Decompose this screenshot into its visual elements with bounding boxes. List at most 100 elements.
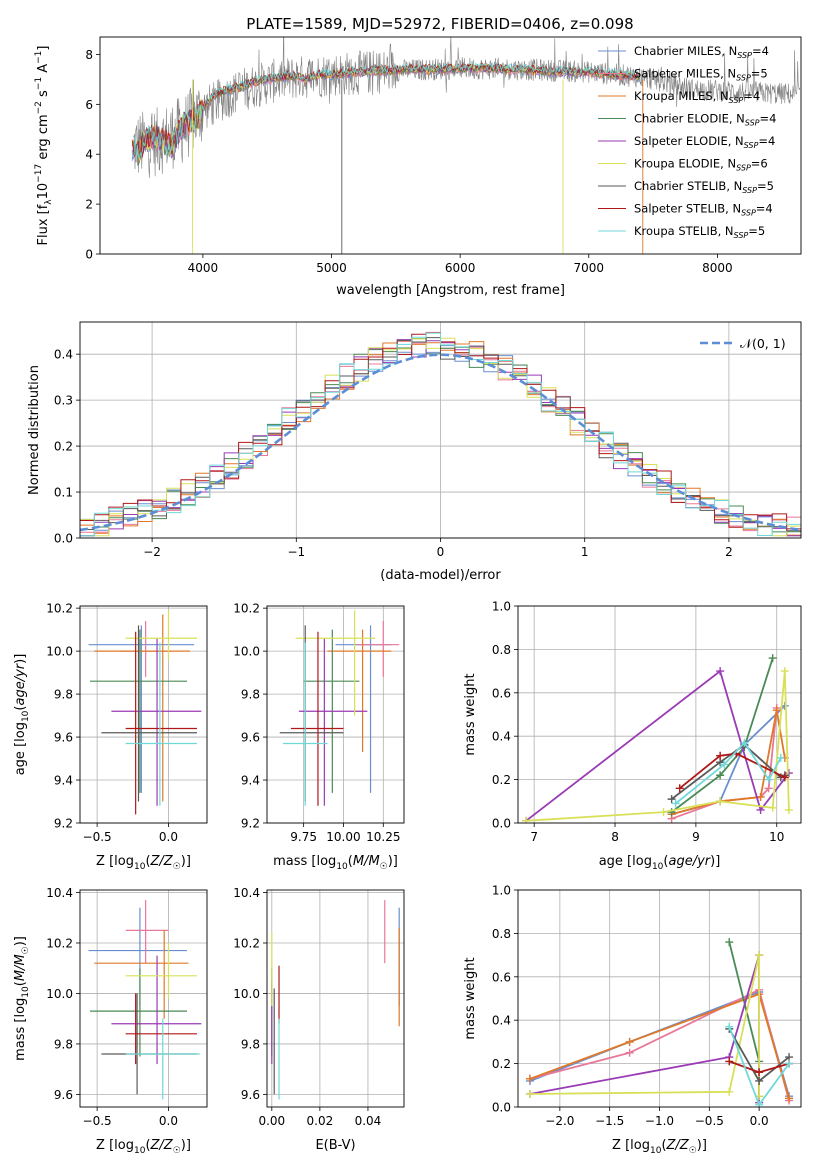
legend-label-kroupa-stelib: Kroupa STELIB, NSSP=5: [634, 224, 765, 240]
weight-point: [667, 795, 676, 804]
x-tick-label: 10.00: [326, 830, 360, 844]
errorbar-kroupa-elodie: [125, 942, 198, 999]
y-tick-label: 10.4: [46, 886, 73, 900]
x-tick-label: 10.25: [366, 830, 400, 844]
figure-title: PLATE=1589, MJD=52972, FIBERID=0406, z=0…: [246, 15, 633, 33]
weight-series-kroupa-miles: [525, 990, 794, 1103]
errorbar-chabrier-stelib: [279, 625, 344, 802]
y-tick-label: 1.0: [492, 600, 511, 614]
axes: 0.00 0.02 0.04 9.6 9.8 10.0 10.2 10.4 E(B-V): [233, 886, 405, 1153]
weight-point: [671, 799, 680, 808]
y-tick-label: 9.8: [54, 1037, 73, 1051]
plot-marks: [522, 654, 793, 823]
weight-series-kroupa-elodie: [525, 951, 764, 1101]
weight-series-kroupa-stelib: [725, 1022, 794, 1107]
y-tick-label: 8: [85, 48, 93, 62]
x-axis-label: Z [log10(Z/Z☉)]: [96, 854, 191, 872]
axes-frame: [79, 321, 802, 539]
histogram-chabrier-stelib: [80, 337, 801, 532]
grid: [518, 605, 801, 824]
legend-label-kroupa-miles: Kroupa MILES, NSSP=4: [634, 89, 760, 105]
axes-frame: [266, 605, 405, 824]
errorbar-kroupa-elodie: [125, 610, 198, 660]
x-tick-label: 4000: [188, 261, 219, 275]
errorbar-chabrier-stelib: [101, 625, 198, 802]
weight-point: [784, 805, 793, 814]
weight-series-salpeter-stelib: [675, 749, 789, 793]
x-tick-label: 10: [769, 830, 784, 844]
x-tick-label: 7000: [573, 261, 604, 275]
weight-point: [740, 738, 749, 747]
y-tick-label: 0.3: [54, 394, 73, 408]
x-tick-label: −2.0: [545, 1114, 574, 1128]
x-tick-label: 0.00: [258, 1114, 285, 1128]
axes-frame: [79, 889, 208, 1108]
errorbar-salpeter-elodie: [111, 955, 202, 1065]
errorbar-kroupa-stelib: [282, 642, 328, 806]
panel-mass-weight-vs-Z: −2.0 −1.5 −1.0 −0.5 0.0 0.0 0.2 0.4 0.6 0.8 1.0 Z […: [463, 884, 802, 1156]
y-tick-label: 0.6: [492, 970, 511, 984]
spectrum-legend: Chabrier MILES, NSSP=4 Salpeter MILES, NS…: [598, 44, 776, 240]
legend-label-normal: 𝒩(0, 1): [740, 336, 786, 351]
errorbar-salpeter-miles: [125, 900, 169, 964]
y-tick-label: 9.6: [54, 731, 73, 745]
errorbar-kroupa-miles: [94, 930, 189, 1019]
y-tick-label: 9.6: [241, 1088, 260, 1102]
y-tick-label: 6: [85, 98, 93, 112]
weight-point: [764, 775, 773, 784]
panel-mass-vs-Z: −0.5 0.0 9.6 9.8 10.0 10.2 10.4 Z [log10(Z/Z☉)]…: [13, 886, 208, 1156]
weight-point: [768, 654, 777, 663]
legend-label-chabrier-elodie: Chabrier ELODIE, NSSP=4: [634, 112, 776, 128]
x-tick-label: 0.02: [307, 1114, 334, 1128]
y-axis-label: Normed distribution: [27, 365, 42, 495]
y-tick-label: 9.4: [241, 774, 260, 788]
weight-point: [756, 805, 765, 814]
y-tick-label: 9.8: [241, 688, 260, 702]
weight-point: [755, 1076, 764, 1085]
legend-label-chabrier-stelib: Chabrier STELIB, NSSP=5: [634, 179, 774, 195]
errorbar-salpeter-stelib: [125, 993, 198, 1065]
plot-marks: [131, 37, 800, 254]
y-axis-label: mass [log10(M/M☉)]: [13, 936, 31, 1061]
plot-area: 4000 5000 6000 7000 8000 0 2 4 6 8 Chabrier MILES,…: [13, 36, 802, 1156]
y-tick-label: 0.1: [54, 486, 73, 500]
y-tick-label: 10.2: [46, 602, 73, 616]
weight-line: [526, 671, 790, 822]
weight-line: [679, 752, 786, 790]
y-tick-label: 0.2: [54, 440, 73, 454]
weight-point: [755, 1068, 764, 1077]
panel-residuals: −2 −1 0 1 2 0.0 0.1 0.2 0.3 0.4 𝒩(0, 1) (data-model…: [27, 321, 802, 583]
legend-label-chabrier-miles: Chabrier MILES, NSSP=4: [634, 44, 769, 60]
y-tick-label: 0.8: [492, 927, 511, 941]
y-tick-label: 0.0: [492, 817, 511, 831]
y-tick-label: 9.6: [54, 1088, 73, 1102]
weight-point: [780, 773, 789, 782]
y-tick-label: 0.2: [492, 1057, 511, 1071]
errorbar-salpeter-elodie: [111, 638, 202, 806]
x-tick-label: −0.5: [695, 1114, 724, 1128]
axes: −2.0 −1.5 −1.0 −0.5 0.0 0.0 0.2 0.4 0.6 0.8 1.0 Z […: [463, 884, 802, 1156]
errorbar-chabrier-elodie: [89, 968, 188, 1057]
weight-point: [785, 1094, 794, 1103]
x-tick-label: −1.0: [645, 1114, 674, 1128]
y-tick-label: 2: [85, 198, 93, 212]
y-tick-label: 9.4: [54, 774, 73, 788]
weight-series-salpeter-elodie: [522, 667, 793, 823]
errorbar-salpeter-stelib: [290, 631, 344, 806]
x-tick-label: 0.0: [159, 1114, 178, 1128]
plot-marks: [279, 610, 400, 806]
axes: −2 −1 0 1 2 0.0 0.1 0.2 0.3 0.4 𝒩(0, 1) (data-model…: [27, 321, 802, 583]
x-tick-label: 7: [530, 830, 538, 844]
y-axis-label: age [log10(age/yr)]: [13, 654, 31, 776]
weight-line: [675, 741, 782, 805]
legend-label-kroupa-elodie: Kroupa ELODIE, NSSP=6: [634, 157, 768, 173]
weight-point: [725, 1022, 734, 1031]
y-tick-label: 10.0: [46, 987, 73, 1001]
legend-label-salpeter-stelib: Salpeter STELIB, NSSP=4: [634, 202, 773, 218]
x-tick-label: 9.75: [290, 830, 317, 844]
y-tick-label: 0.0: [492, 1101, 511, 1115]
x-tick-label: −0.5: [83, 1114, 112, 1128]
weight-point: [716, 667, 725, 676]
y-tick-label: 9.8: [241, 1037, 260, 1051]
y-tick-label: 10.2: [46, 936, 73, 950]
